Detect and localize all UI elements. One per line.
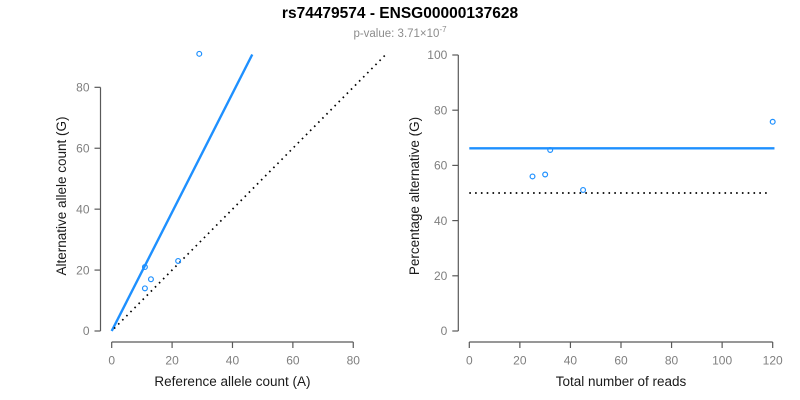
data-point [769, 118, 776, 125]
x-tick-label: 80 [665, 354, 679, 368]
right-plot: 0 20 40 60 80 100 0 20 40 60 80 100 120 Total number … [407, 48, 783, 389]
y-tick-label: 20 [434, 269, 448, 283]
pvalue-subtitle: p-value: 3.71×10-7 [0, 25, 800, 40]
pvalue-text: p-value: 3.71×10 [353, 27, 440, 40]
data-point [542, 171, 549, 178]
x-tick-label: 0 [466, 354, 473, 368]
y-tick-label: 40 [434, 214, 448, 228]
identity-line [113, 53, 387, 330]
data-point [529, 173, 536, 180]
y-axis-title: Percentage alternative (G) [407, 117, 422, 275]
data-point [175, 257, 182, 264]
data-point [141, 264, 148, 271]
x-tick-label: 120 [763, 354, 783, 368]
data-point [547, 146, 554, 153]
y-tick-label: 80 [76, 81, 90, 95]
y-tick-label: 0 [441, 324, 448, 338]
x-tick-label: 40 [564, 354, 578, 368]
x-axis-title: Total number of reads [556, 374, 687, 389]
x-tick-label: 80 [347, 354, 361, 368]
expected-ratio-line [110, 53, 254, 332]
y-tick-label: 20 [76, 263, 90, 277]
data-point [196, 50, 203, 57]
data-point [580, 186, 587, 193]
y-tick-label: 100 [427, 48, 447, 62]
y-tick-label: 0 [83, 324, 90, 338]
x-tick-label: 0 [108, 354, 115, 368]
x-tick-label: 60 [286, 354, 300, 368]
x-axis-title: Reference allele count (A) [154, 374, 310, 389]
y-axis-title: Alternative allele count (G) [54, 116, 69, 275]
left-plot: 0 20 40 60 80 0 20 40 60 80 Reference allele count… [54, 50, 387, 389]
x-tick-label: 100 [712, 354, 732, 368]
data-point [147, 276, 154, 283]
data-point [141, 285, 148, 292]
x-tick-label: 60 [614, 354, 628, 368]
y-tick-label: 60 [76, 141, 90, 155]
x-tick-label: 20 [165, 354, 179, 368]
pvalue-exponent: -7 [439, 25, 447, 34]
y-tick-label: 60 [434, 159, 448, 173]
x-tick-label: 40 [226, 354, 240, 368]
y-tick-label: 80 [434, 103, 448, 117]
x-tick-label: 20 [513, 354, 527, 368]
figure-title: rs74479574 - ENSG00000137628 [281, 5, 519, 22]
y-tick-label: 40 [76, 202, 90, 216]
